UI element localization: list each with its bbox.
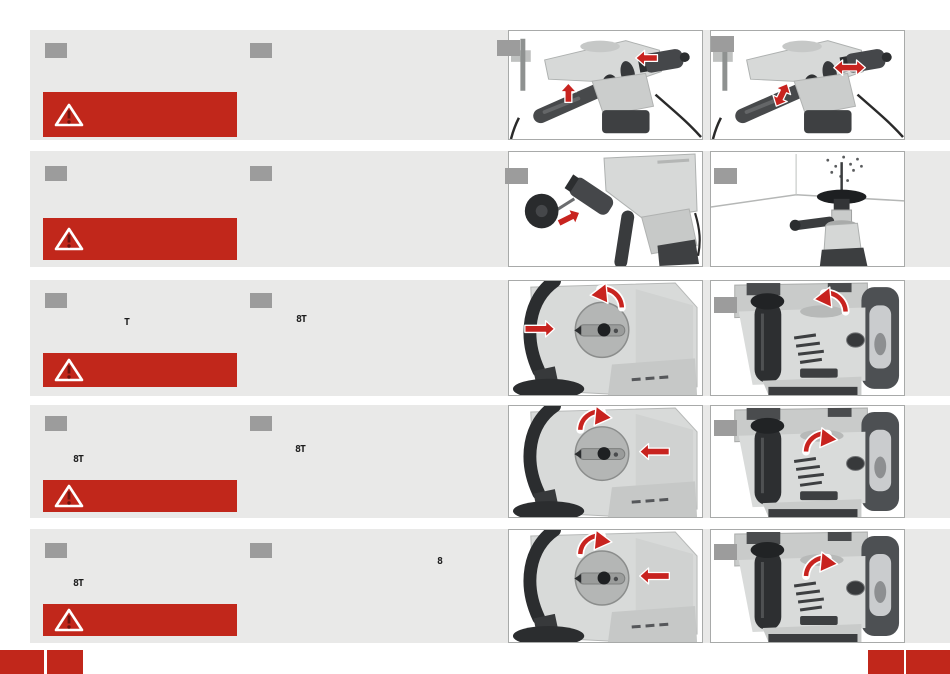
photo-body-side-view	[710, 405, 905, 518]
photo-mode-dial-closeup-illustration	[512, 281, 698, 395]
figure-label-placeholder	[714, 297, 737, 313]
figure-label-placeholder	[711, 36, 734, 52]
photo-overhead-drilling-illustration	[711, 154, 904, 266]
step-number-placeholder	[45, 543, 67, 558]
figure-label-placeholder	[714, 168, 737, 184]
photo-mode-dial-closeup-illustration	[512, 530, 698, 642]
photo-body-side-view-illustration	[734, 407, 900, 517]
photo-mode-dial-closeup	[508, 529, 703, 643]
footer-marker-right-1	[868, 650, 904, 674]
mode-symbol: 8T	[295, 444, 306, 455]
photo-dust-guard-attach	[508, 151, 703, 267]
photo-body-side-view	[710, 280, 905, 396]
warning-triangle-icon	[54, 608, 84, 632]
step-number-placeholder	[250, 293, 272, 308]
photo-side-handle-rotate	[508, 30, 703, 140]
figure-label-placeholder	[714, 420, 737, 436]
figure-label-placeholder	[714, 544, 737, 560]
step-number-placeholder	[250, 416, 272, 431]
warning-banner	[43, 92, 237, 137]
photo-side-handle-slide-illustration	[711, 38, 904, 139]
photo-mode-dial-closeup	[508, 405, 703, 518]
photo-side-handle-rotate-illustration	[509, 38, 702, 139]
warning-triangle-icon	[54, 227, 84, 251]
step-number-placeholder	[45, 416, 67, 431]
photo-body-side-view-illustration	[734, 531, 900, 642]
photo-overhead-drilling	[710, 151, 905, 267]
warning-triangle-icon	[54, 484, 84, 508]
warning-banner	[43, 353, 237, 387]
step-number-placeholder	[250, 166, 272, 181]
footer-marker-right-2	[906, 650, 950, 674]
mode-symbol: 8	[437, 556, 443, 567]
mode-symbol: 8T	[73, 454, 84, 465]
warning-triangle-icon	[54, 103, 84, 126]
photo-dust-guard-attach-illustration	[524, 153, 701, 266]
photo-body-side-view	[710, 529, 905, 643]
mode-symbol: T	[124, 317, 130, 328]
warning-triangle-icon	[54, 358, 84, 382]
step-number-placeholder	[45, 43, 67, 58]
warning-banner	[43, 480, 237, 512]
photo-mode-dial-closeup	[508, 280, 703, 396]
figure-label-placeholder	[505, 168, 528, 184]
footer-marker-left-1	[0, 650, 44, 674]
figure-label-placeholder	[497, 40, 520, 56]
step-number-placeholder	[250, 43, 272, 58]
step-number-placeholder	[250, 543, 272, 558]
photo-mode-dial-closeup-illustration	[512, 406, 698, 517]
mode-symbol: 8T	[73, 578, 84, 589]
photo-side-handle-slide	[710, 30, 905, 140]
step-number-placeholder	[45, 293, 67, 308]
step-number-placeholder	[45, 166, 67, 181]
photo-body-side-view-illustration	[734, 282, 900, 395]
footer-marker-left-2	[47, 650, 83, 674]
warning-banner	[43, 604, 237, 636]
mode-symbol: 8T	[296, 314, 307, 325]
warning-banner	[43, 218, 237, 260]
